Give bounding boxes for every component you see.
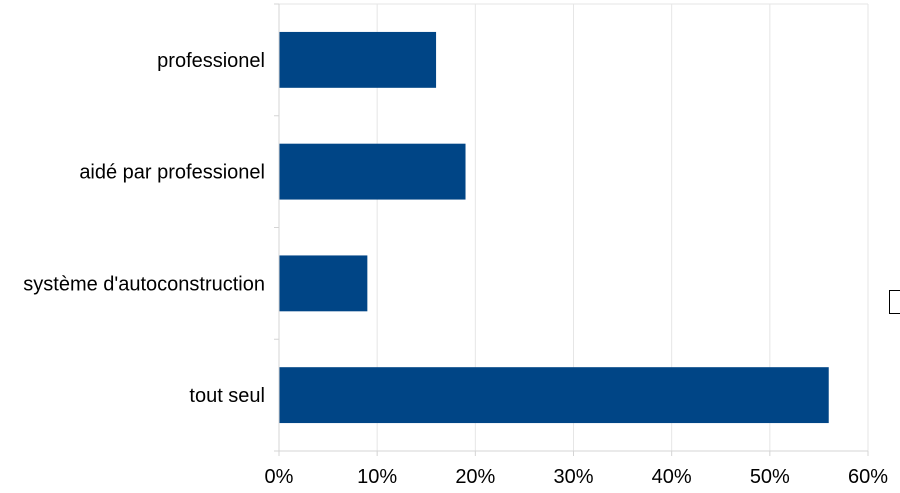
x-tick-label: 30%	[553, 466, 593, 488]
category-labels: professionel aidé par professionel système…	[23, 50, 265, 407]
x-tick-label: 60%	[848, 466, 888, 488]
category-label: aidé par professionel	[79, 162, 265, 184]
category-label: tout seul	[189, 385, 265, 407]
x-tick-label: 40%	[652, 466, 692, 488]
x-tick-label: 20%	[455, 466, 495, 488]
category-label: système d'autoconstruction	[23, 273, 265, 295]
bar-3	[279, 255, 368, 312]
bar-2	[279, 143, 466, 200]
legend-box	[889, 290, 900, 314]
x-tick-labels: 0% 10% 20% 30% 40% 50% 60%	[265, 466, 889, 488]
x-tick-label: 0%	[265, 466, 294, 488]
axes	[274, 3, 869, 456]
x-tick-label: 10%	[357, 466, 397, 488]
category-label: professionel	[157, 50, 265, 72]
bars	[279, 31, 829, 424]
bar-1	[279, 31, 437, 88]
bar-4	[279, 367, 829, 424]
x-tick-label: 50%	[750, 466, 790, 488]
